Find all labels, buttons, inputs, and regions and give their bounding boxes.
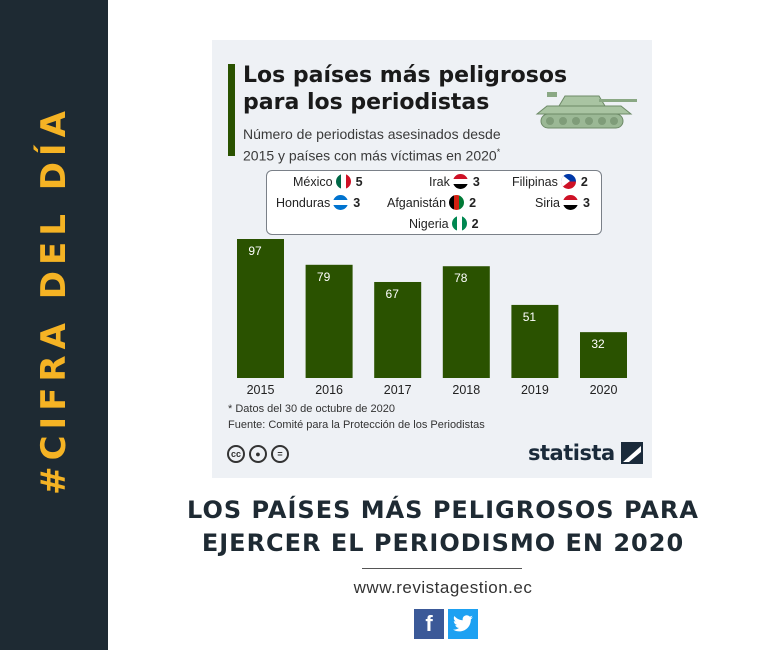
- legend-country: Filipinas: [512, 174, 558, 189]
- legend-item: Afganistán 2: [387, 195, 476, 210]
- bar-2018: [442, 266, 490, 378]
- bar-2016: [305, 264, 353, 378]
- chart-title-line1: Los países más peligrosos: [243, 63, 568, 88]
- article-headline: LOS PAÍSES MÁS PELIGROSOS PARA EJERCER E…: [130, 494, 756, 560]
- x-tick-label: 2020: [590, 383, 618, 397]
- bar-2015: [237, 239, 284, 378]
- legend-country: Siria: [535, 195, 561, 210]
- chart-title: Los países más peligrosos para los perio…: [243, 62, 583, 116]
- tank-icon: [535, 92, 637, 129]
- sidebar-label: #CIFRA DEL DÍA: [34, 105, 74, 495]
- legend-item: Nigeria 2: [409, 216, 479, 231]
- cc-icon: cc: [227, 445, 245, 463]
- legend-value: 5: [355, 174, 363, 189]
- legend-item: Irak 3: [429, 174, 480, 189]
- x-tick-label: 2016: [315, 383, 343, 397]
- legend-country: Nigeria: [409, 216, 449, 231]
- legend-value: 3: [583, 195, 590, 210]
- no-derivatives-icon: =: [271, 445, 289, 463]
- nigeria-flag-icon: [451, 216, 467, 231]
- chart-subtitle-line1: Número de periodistas asesinados desde: [243, 126, 501, 142]
- legend-country: México: [293, 174, 333, 189]
- legend-value: 2: [469, 195, 477, 210]
- social-links: f: [414, 609, 478, 639]
- bar-value-label: 79: [317, 270, 331, 284]
- bar-chart: 97 2015 79 2016 67 2017 78 2018 51 2019 32 2020: [237, 239, 627, 397]
- afghanistan-flag-icon: [449, 195, 465, 210]
- x-tick-label: 2017: [384, 383, 412, 397]
- chart-note: * Datos del 30 de octubre de 2020: [228, 403, 395, 415]
- bar-value-label: 78: [454, 271, 468, 285]
- x-tick-label: 2015: [247, 383, 275, 397]
- legend-item: Filipinas 2: [512, 174, 588, 189]
- chart-subtitle-line2: 2015 y países con más víctimas en 2020: [243, 147, 497, 164]
- bar-value-label: 97: [248, 244, 262, 258]
- honduras-flag-icon: [333, 195, 349, 210]
- legend-country: Honduras: [276, 195, 331, 210]
- x-tick-label: 2018: [452, 383, 480, 397]
- bar-2020: [580, 332, 627, 378]
- headline-line1: LOS PAÍSES MÁS PELIGROSOS PARA: [187, 496, 699, 524]
- attribution-icon: ●: [249, 445, 267, 463]
- statista-mark-icon: [620, 442, 643, 464]
- chart-source: Fuente: Comité para la Protección de los…: [228, 419, 485, 431]
- legend-value: 2: [580, 174, 588, 189]
- philippines-flag-icon: [560, 174, 576, 189]
- iraq-flag-icon: [452, 174, 468, 189]
- syria-flag-icon: [563, 195, 579, 210]
- sidebar: #CIFRA DEL DÍA: [0, 0, 108, 650]
- legend-value: 3: [353, 195, 361, 210]
- legend-country: Irak: [429, 174, 450, 189]
- x-tick-label: 2019: [521, 383, 549, 397]
- brand-name: statista: [528, 441, 615, 465]
- legend-item: Siria 3: [535, 195, 590, 210]
- legend-value: 2: [471, 216, 479, 231]
- bar-value-label: 32: [591, 337, 605, 351]
- website-url[interactable]: www.revistagestion.ec: [353, 578, 533, 597]
- legend-country: Afganistán: [387, 195, 447, 210]
- headline-line2: EJERCER EL PERIODISMO EN 2020: [201, 529, 685, 557]
- divider: [362, 568, 522, 569]
- creative-commons-badges: cc ● =: [227, 445, 289, 463]
- statista-logo: statista: [528, 441, 643, 465]
- chart-title-line2: para los periodistas: [243, 90, 490, 115]
- mexico-flag-icon: [335, 174, 351, 189]
- facebook-icon[interactable]: f: [414, 609, 444, 639]
- bar-value-label: 67: [386, 287, 400, 301]
- bar-2019: [511, 304, 559, 378]
- chart-subtitle: Número de periodistas asesinados desde 2…: [243, 125, 533, 165]
- legend-value: 3: [472, 174, 480, 189]
- legend-item: México 5: [293, 174, 363, 189]
- country-legend: México 5 Irak 3 Filipinas 2 Honduras 3 A…: [266, 170, 602, 235]
- title-accent-bar: [228, 64, 235, 156]
- twitter-icon[interactable]: [448, 609, 478, 639]
- bar-value-label: 51: [523, 310, 537, 324]
- legend-item: Honduras 3: [276, 195, 360, 210]
- bar-2017: [374, 281, 422, 378]
- subtitle-footnote-mark: *: [496, 147, 501, 157]
